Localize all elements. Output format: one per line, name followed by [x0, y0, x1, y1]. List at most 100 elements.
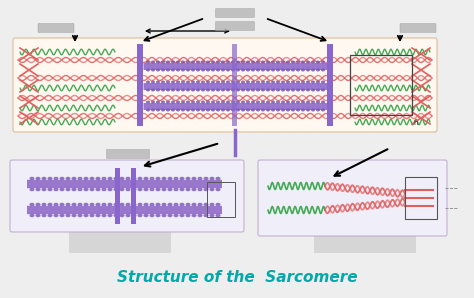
Ellipse shape [29, 203, 35, 206]
Ellipse shape [131, 214, 137, 217]
Ellipse shape [316, 80, 320, 83]
Ellipse shape [266, 60, 270, 63]
Ellipse shape [261, 69, 265, 72]
Ellipse shape [171, 60, 175, 63]
Ellipse shape [166, 60, 170, 63]
Ellipse shape [181, 100, 185, 103]
Ellipse shape [251, 60, 255, 63]
Ellipse shape [101, 203, 107, 206]
Ellipse shape [42, 177, 46, 180]
Ellipse shape [266, 69, 270, 72]
Ellipse shape [191, 89, 195, 91]
Ellipse shape [156, 69, 160, 72]
Ellipse shape [251, 89, 255, 91]
Ellipse shape [321, 89, 325, 91]
Ellipse shape [256, 60, 260, 63]
Ellipse shape [191, 60, 195, 63]
Ellipse shape [176, 108, 180, 111]
Ellipse shape [206, 100, 210, 103]
Ellipse shape [221, 89, 225, 91]
Ellipse shape [301, 80, 305, 83]
Ellipse shape [261, 80, 265, 83]
Ellipse shape [276, 89, 280, 91]
Ellipse shape [155, 188, 161, 191]
Ellipse shape [126, 214, 130, 217]
Ellipse shape [90, 177, 94, 180]
Ellipse shape [126, 177, 130, 180]
Ellipse shape [321, 69, 325, 72]
Ellipse shape [211, 69, 215, 72]
Ellipse shape [181, 60, 185, 63]
Ellipse shape [296, 80, 300, 83]
Ellipse shape [301, 69, 305, 72]
Ellipse shape [276, 108, 280, 111]
Ellipse shape [78, 203, 82, 206]
Ellipse shape [119, 177, 125, 180]
Ellipse shape [226, 89, 230, 91]
Ellipse shape [266, 89, 270, 91]
Ellipse shape [206, 89, 210, 91]
Ellipse shape [90, 188, 94, 191]
Bar [233, 44, 237, 126]
Ellipse shape [90, 214, 94, 217]
Ellipse shape [241, 89, 245, 91]
Ellipse shape [291, 108, 295, 111]
Ellipse shape [316, 89, 320, 91]
Ellipse shape [146, 89, 150, 91]
Ellipse shape [72, 203, 76, 206]
Ellipse shape [216, 100, 220, 103]
Ellipse shape [167, 188, 173, 191]
Ellipse shape [155, 214, 161, 217]
Ellipse shape [29, 177, 35, 180]
Ellipse shape [173, 203, 179, 206]
Ellipse shape [216, 89, 220, 91]
Ellipse shape [54, 177, 58, 180]
Ellipse shape [176, 100, 180, 103]
Ellipse shape [203, 214, 209, 217]
Ellipse shape [180, 177, 184, 180]
Ellipse shape [201, 108, 205, 111]
Ellipse shape [191, 188, 197, 191]
Ellipse shape [186, 60, 190, 63]
Ellipse shape [256, 69, 260, 72]
Ellipse shape [271, 100, 275, 103]
Ellipse shape [271, 69, 275, 72]
Ellipse shape [210, 203, 215, 206]
Ellipse shape [316, 69, 320, 72]
Ellipse shape [161, 89, 165, 91]
Ellipse shape [196, 80, 200, 83]
Bar [137, 44, 143, 126]
Ellipse shape [181, 89, 185, 91]
Ellipse shape [201, 69, 205, 72]
Ellipse shape [203, 203, 209, 206]
Ellipse shape [151, 80, 155, 83]
Ellipse shape [144, 188, 148, 191]
Ellipse shape [296, 69, 300, 72]
Ellipse shape [119, 214, 125, 217]
Ellipse shape [311, 108, 315, 111]
Ellipse shape [156, 60, 160, 63]
Ellipse shape [78, 177, 82, 180]
Ellipse shape [156, 80, 160, 83]
Ellipse shape [216, 80, 220, 83]
Ellipse shape [311, 69, 315, 72]
Ellipse shape [196, 89, 200, 91]
Ellipse shape [198, 214, 202, 217]
Ellipse shape [211, 60, 215, 63]
Ellipse shape [151, 100, 155, 103]
Ellipse shape [47, 203, 53, 206]
Ellipse shape [108, 203, 112, 206]
Ellipse shape [161, 69, 165, 72]
Ellipse shape [246, 89, 250, 91]
Ellipse shape [246, 108, 250, 111]
Ellipse shape [181, 69, 185, 72]
Ellipse shape [236, 108, 240, 111]
Ellipse shape [291, 100, 295, 103]
Ellipse shape [271, 60, 275, 63]
Ellipse shape [185, 188, 191, 191]
Ellipse shape [266, 100, 270, 103]
Ellipse shape [306, 100, 310, 103]
Ellipse shape [137, 177, 143, 180]
Ellipse shape [137, 188, 143, 191]
Ellipse shape [191, 214, 197, 217]
